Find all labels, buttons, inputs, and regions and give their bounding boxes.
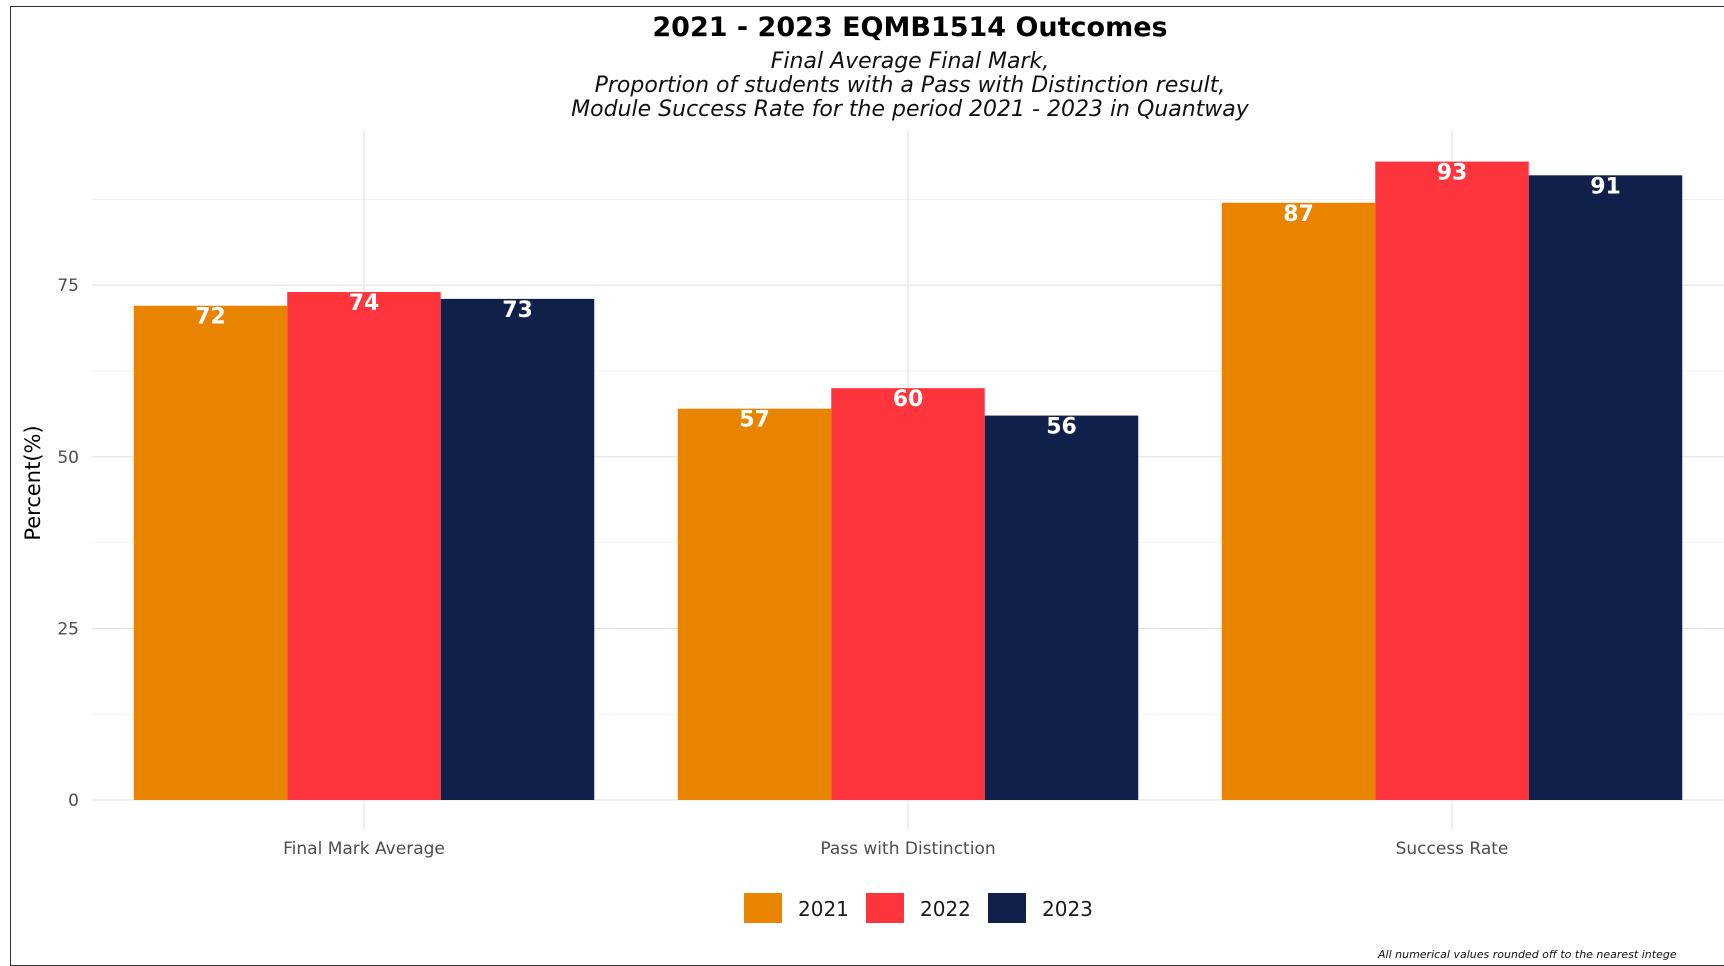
bar-value-label: 87 <box>1283 202 1314 227</box>
legend-label: 2022 <box>920 897 971 921</box>
y-axis-label: Percent(%) <box>21 425 45 540</box>
bar <box>440 298 595 800</box>
legend-key <box>866 893 904 923</box>
chart-caption: All numerical values rounded off to the … <box>1377 948 1677 961</box>
legend: 2021 2022 2023 <box>744 893 1093 923</box>
legend-key <box>988 893 1026 923</box>
bar <box>677 408 832 800</box>
y-tick-label: 25 <box>57 619 79 639</box>
bar-value-label: 73 <box>502 298 533 323</box>
axis-layer: 0 25 50 75 Final Mark Average Pass with Disti… <box>57 276 1508 859</box>
legend-label: 2021 <box>798 897 849 921</box>
legend-key <box>744 893 782 923</box>
bar <box>133 305 288 800</box>
bar <box>831 388 985 800</box>
bar-value-label: 74 <box>349 291 380 316</box>
x-tick-label: Pass with Distinction <box>820 839 995 859</box>
bar-labels-layer: 72 74 73 57 60 56 87 93 91 <box>195 161 1621 440</box>
bars-layer <box>133 161 1683 801</box>
legend-label: 2023 <box>1042 897 1093 921</box>
chart-subtitle-line-2: Proportion of students with a Pass with … <box>595 73 1226 98</box>
bar-value-label: 60 <box>893 387 924 412</box>
x-tick-label: Success Rate <box>1396 839 1509 859</box>
bar <box>1375 161 1529 800</box>
bar <box>984 415 1139 800</box>
bar-value-label: 56 <box>1046 415 1077 440</box>
bar <box>287 292 441 800</box>
chart-title: 2021 - 2023 EQMB1514 Outcomes <box>652 12 1167 43</box>
x-tick-label: Final Mark Average <box>283 839 445 859</box>
bar <box>1528 175 1683 800</box>
bar-value-label: 93 <box>1437 161 1468 186</box>
y-tick-label: 75 <box>57 276 79 296</box>
bar <box>1221 202 1376 801</box>
chart-subtitle-line-1: Final Average Final Mark, <box>771 49 1049 74</box>
bar-value-label: 72 <box>195 305 226 330</box>
y-tick-label: 0 <box>68 791 79 811</box>
chart-subtitle-line-3: Module Success Rate for the period 2021 … <box>571 97 1250 122</box>
bar-value-label: 57 <box>739 408 770 433</box>
bar-value-label: 91 <box>1590 174 1621 199</box>
y-tick-label: 50 <box>57 448 79 468</box>
